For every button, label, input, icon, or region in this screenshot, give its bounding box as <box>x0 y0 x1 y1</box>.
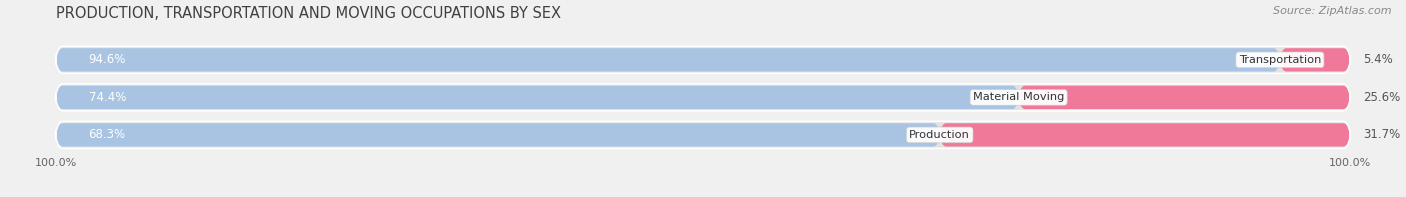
Text: 31.7%: 31.7% <box>1362 128 1400 141</box>
Legend: Male, Female: Male, Female <box>647 193 759 197</box>
Text: 5.4%: 5.4% <box>1362 53 1392 66</box>
Text: 74.4%: 74.4% <box>89 91 127 104</box>
FancyBboxPatch shape <box>56 121 1350 148</box>
FancyBboxPatch shape <box>56 86 1018 109</box>
FancyBboxPatch shape <box>56 46 1350 73</box>
FancyBboxPatch shape <box>56 84 1350 111</box>
FancyBboxPatch shape <box>1279 48 1350 72</box>
Text: Material Moving: Material Moving <box>973 92 1064 102</box>
FancyBboxPatch shape <box>1018 86 1350 109</box>
Text: PRODUCTION, TRANSPORTATION AND MOVING OCCUPATIONS BY SEX: PRODUCTION, TRANSPORTATION AND MOVING OC… <box>56 6 561 21</box>
FancyBboxPatch shape <box>56 48 1279 72</box>
Text: Source: ZipAtlas.com: Source: ZipAtlas.com <box>1274 6 1392 16</box>
Text: Production: Production <box>910 130 970 140</box>
Text: 94.6%: 94.6% <box>89 53 127 66</box>
Text: 25.6%: 25.6% <box>1362 91 1400 104</box>
FancyBboxPatch shape <box>939 123 1350 147</box>
Text: Transportation: Transportation <box>1239 55 1322 65</box>
Text: 68.3%: 68.3% <box>89 128 125 141</box>
FancyBboxPatch shape <box>56 123 939 147</box>
